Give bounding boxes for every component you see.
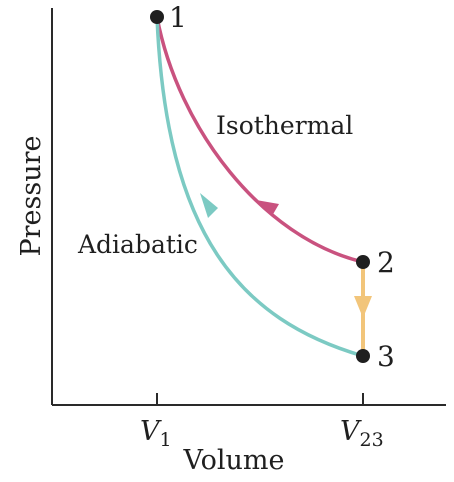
isothermal-process xyxy=(155,16,364,264)
point-1-label: 1 xyxy=(169,1,187,34)
tick-label-v1: V1 xyxy=(140,416,172,451)
isochoric-process xyxy=(354,262,372,356)
y-axis-title: Pressure xyxy=(16,135,47,256)
isochoric-arrow xyxy=(354,296,372,318)
axes xyxy=(51,8,446,406)
isothermal-label: Isothermal xyxy=(216,111,353,140)
adiabatic-curve xyxy=(155,16,364,358)
tick-v23-base: V xyxy=(340,416,362,447)
tick-v1-base: V xyxy=(140,416,162,447)
x-axis-title: Volume xyxy=(183,445,285,476)
point-2-label: 2 xyxy=(377,246,395,279)
adiabatic-label: Adiabatic xyxy=(77,230,198,259)
tick-v1-sub: 1 xyxy=(160,429,172,451)
point-3-marker xyxy=(356,349,370,363)
tick-label-v23: V23 xyxy=(340,416,384,451)
point-3-label: 3 xyxy=(377,340,395,373)
adiabatic-process xyxy=(155,16,364,358)
adiabatic-arrow xyxy=(200,193,218,218)
state-points xyxy=(150,10,370,363)
isothermal-curve xyxy=(155,16,364,264)
point-2-marker xyxy=(356,255,370,269)
point-1-marker xyxy=(150,10,164,24)
isothermal-arrow xyxy=(256,200,279,216)
tick-v23-sub: 23 xyxy=(360,429,384,451)
